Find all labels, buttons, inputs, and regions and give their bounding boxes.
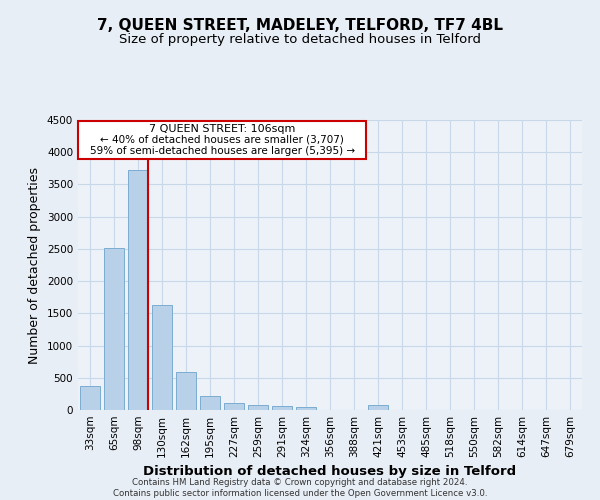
Bar [80, 386, 100, 410]
Bar [128, 170, 148, 410]
Text: Size of property relative to detached houses in Telford: Size of property relative to detached ho… [119, 32, 481, 46]
Text: 59% of semi-detached houses are larger (5,395) →: 59% of semi-detached houses are larger (… [89, 146, 355, 156]
FancyBboxPatch shape [79, 120, 366, 160]
X-axis label: Distribution of detached houses by size in Telford: Distribution of detached houses by size … [143, 466, 517, 478]
Bar [224, 403, 244, 410]
Bar [368, 406, 388, 410]
Bar [248, 405, 268, 410]
Bar [152, 305, 172, 410]
Bar [296, 408, 316, 410]
Bar [176, 372, 196, 410]
Bar [200, 396, 220, 410]
Y-axis label: Number of detached properties: Number of detached properties [28, 166, 41, 364]
Text: Contains HM Land Registry data © Crown copyright and database right 2024.
Contai: Contains HM Land Registry data © Crown c… [113, 478, 487, 498]
Text: 7, QUEEN STREET, MADELEY, TELFORD, TF7 4BL: 7, QUEEN STREET, MADELEY, TELFORD, TF7 4… [97, 18, 503, 32]
Text: ← 40% of detached houses are smaller (3,707): ← 40% of detached houses are smaller (3,… [100, 135, 344, 145]
Text: 7 QUEEN STREET: 106sqm: 7 QUEEN STREET: 106sqm [149, 124, 295, 134]
Bar [104, 248, 124, 410]
Bar [272, 406, 292, 410]
